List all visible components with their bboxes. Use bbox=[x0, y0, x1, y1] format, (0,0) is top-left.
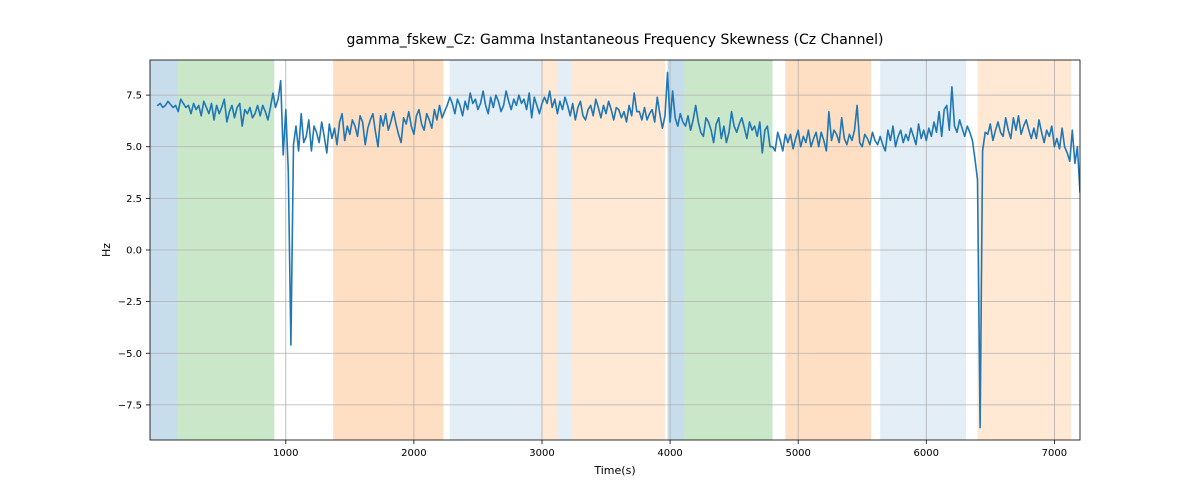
ytick-label: −2.5 bbox=[118, 297, 142, 308]
ytick-label: 5.0 bbox=[126, 142, 142, 153]
xlabel: Time(s) bbox=[593, 464, 635, 477]
chart-svg: 1000 2000 3000 4000 5000 6000 7000 −7.5 −5.0 −2.5… bbox=[0, 0, 1200, 500]
xtick-label: 2000 bbox=[401, 448, 426, 459]
xtick-label: 4000 bbox=[657, 448, 682, 459]
chart-title: gamma_fskew_Cz: Gamma Instantaneous Freq… bbox=[15, 32, 1200, 48]
ytick-label: 0.0 bbox=[126, 246, 142, 257]
ytick-label: −7.5 bbox=[118, 400, 142, 411]
ytick-label: 2.5 bbox=[126, 194, 142, 205]
ytick-label: 7.5 bbox=[126, 91, 142, 102]
xtick-label: 6000 bbox=[914, 448, 939, 459]
ytick-label: −5.0 bbox=[118, 349, 142, 360]
xtick-label: 7000 bbox=[1042, 448, 1067, 459]
xtick-label: 1000 bbox=[273, 448, 298, 459]
xtick-label: 5000 bbox=[785, 448, 810, 459]
ylabel: Hz bbox=[100, 243, 113, 257]
xtick-label: 3000 bbox=[529, 448, 554, 459]
